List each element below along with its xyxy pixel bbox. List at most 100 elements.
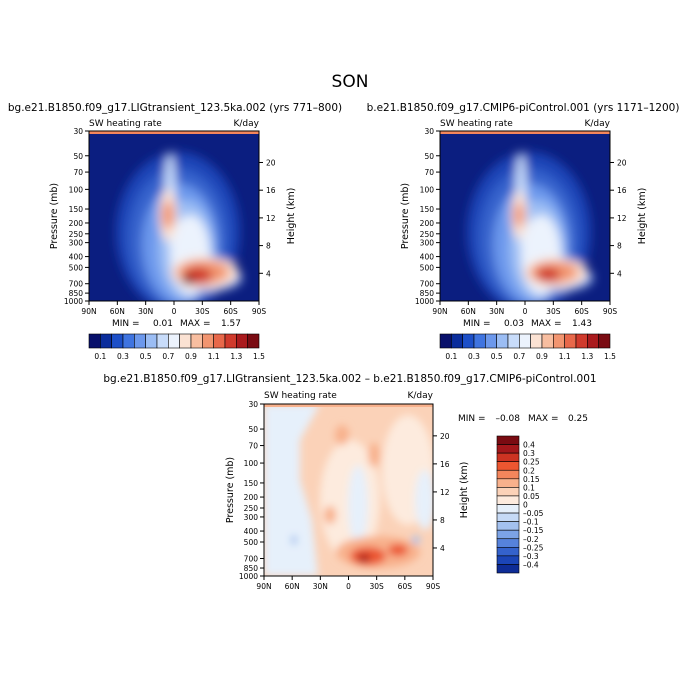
panel-lig-colorbar: 0.1 0.3 0.5 0.7 0.9 1.1 1.3 1.5	[88, 333, 265, 361]
colorbar-swatch	[462, 333, 475, 349]
x-tick-label: 60N	[285, 582, 300, 591]
colorbar-label: 0.5	[140, 352, 152, 361]
y2-tick-label: 4	[266, 269, 271, 278]
colorbar-swatch	[496, 495, 520, 505]
y-tick-label: 300	[69, 239, 84, 248]
y-tick-label: 500	[420, 263, 435, 272]
colorbar-swatch	[134, 333, 146, 349]
panel-lig-right-label: K/day	[234, 119, 260, 129]
colorbar-label: –0.05	[523, 509, 544, 518]
panel-pi-colorbar: 0.1 0.3 0.5 0.7 0.9 1.1 1.3 1.5	[439, 333, 616, 361]
x-tick-label: 90S	[426, 582, 441, 591]
panel-diff-y2label: Height (km)	[459, 462, 470, 519]
colorbar-swatch	[439, 333, 452, 349]
colorbar-swatch	[145, 333, 158, 349]
y2-tick-label: 12	[617, 214, 627, 223]
colorbar-swatch	[507, 333, 520, 349]
panel-diff: bg.e21.B1850.f09_g17.LIGtransient_123.5k…	[103, 373, 596, 591]
panel-pi-xaxis: 90N 60N 30N 0 30S 60S 90S	[432, 301, 617, 316]
panel-pi-left-label: SW heating rate	[440, 119, 513, 129]
colorbar-label: 0.9	[185, 352, 197, 361]
colorbar-label: 0.7	[162, 352, 174, 361]
y2-tick-label: 12	[266, 214, 276, 223]
y-tick-label: 200	[69, 219, 84, 228]
colorbar-swatch	[496, 538, 520, 548]
colorbar-swatch	[496, 487, 520, 497]
colorbar-label: 1.5	[604, 352, 616, 361]
colorbar-label: –0.15	[523, 526, 544, 535]
x-tick-label: 0	[172, 307, 177, 316]
colorbar-swatch	[496, 529, 520, 540]
panel-lig-y2axis: 20 16 12 8 4	[259, 158, 276, 278]
x-tick-label: 30S	[546, 307, 561, 316]
y-tick-label: 70	[424, 168, 434, 177]
y-tick-label: 30	[248, 400, 258, 409]
colorbar-swatch	[179, 333, 192, 349]
colorbar-swatch	[247, 333, 260, 349]
x-tick-label: 90N	[81, 307, 96, 316]
panel-lig-left-label: SW heating rate	[89, 119, 162, 129]
panel-lig: bg.e21.B1850.f09_g17.LIGtransient_123.5k…	[8, 102, 342, 361]
colorbar-swatch	[496, 444, 520, 454]
panel-lig-field	[89, 131, 259, 301]
panel-pi-field	[440, 131, 610, 301]
panel-diff-title: bg.e21.B1850.f09_g17.LIGtransient_123.5k…	[103, 373, 596, 385]
colorbar-swatch	[473, 333, 486, 349]
y-tick-label: 400	[244, 527, 259, 536]
y-tick-label: 50	[73, 152, 83, 161]
y-tick-label: 500	[69, 263, 84, 272]
x-tick-label: 60S	[575, 307, 590, 316]
y2-tick-label: 16	[440, 460, 450, 469]
panel-lig-min-label: MIN =	[112, 319, 140, 329]
y2-tick-label: 8	[440, 516, 445, 525]
y2-tick-label: 16	[266, 186, 276, 195]
y-tick-label: 250	[69, 230, 84, 239]
panel-pi-y2axis: 20 16 12 8 4	[610, 158, 627, 278]
colorbar-swatch	[496, 478, 520, 488]
y2-tick-label: 20	[266, 158, 276, 167]
colorbar-label: 0.3	[523, 449, 535, 458]
colorbar-swatch	[587, 333, 599, 349]
y-tick-label: 150	[420, 205, 435, 214]
colorbar-swatch	[485, 333, 497, 349]
panel-diff-right-label: K/day	[408, 391, 434, 401]
colorbar-swatch	[553, 333, 565, 349]
panel-pi-max-value: 1.43	[572, 319, 592, 329]
y2-tick-label: 4	[440, 544, 445, 553]
panel-diff-max-value: 0.25	[568, 414, 588, 424]
colorbar-label: 0.4	[523, 441, 535, 450]
panel-diff-colorbar: 0.40.30.250.20.150.10.050–0.05–0.1–0.15–…	[496, 435, 544, 574]
colorbar-label: 0.2	[523, 466, 535, 475]
y2-tick-label: 12	[440, 488, 450, 497]
x-tick-label: 90S	[252, 307, 267, 316]
x-tick-label: 30N	[138, 307, 153, 316]
colorbar-swatch	[496, 564, 520, 574]
panel-diff-min-value: –0.08	[495, 414, 520, 424]
colorbar-label: –0.2	[523, 535, 539, 544]
colorbar-swatch	[88, 333, 101, 349]
x-tick-label: 30N	[313, 582, 328, 591]
y-tick-label: 150	[244, 479, 259, 488]
y-tick-label: 250	[420, 230, 435, 239]
colorbar-swatch	[496, 512, 520, 522]
colorbar-label: 1.5	[253, 352, 265, 361]
panel-diff-min-label: MIN =	[458, 414, 486, 424]
x-tick-label: 30N	[489, 307, 504, 316]
y-tick-label: 850	[420, 289, 435, 298]
colorbar-label: –0.4	[523, 560, 539, 569]
panel-diff-y2axis: 20 16 12 8 4	[433, 432, 450, 553]
panel-lig-min-value: 0.01	[153, 319, 173, 329]
panel-lig-title: bg.e21.B1850.f09_g17.LIGtransient_123.5k…	[8, 102, 342, 114]
colorbar-swatch	[190, 333, 203, 349]
colorbar-swatch	[224, 333, 237, 349]
colorbar-swatch	[451, 333, 463, 349]
y-tick-label: 1000	[415, 297, 434, 306]
y-tick-label: 1000	[64, 297, 83, 306]
colorbar-swatch	[496, 469, 520, 480]
colorbar-label: 0.9	[536, 352, 548, 361]
panel-pi: b.e21.B1850.f09_g17.CMIP6-piControl.001 …	[367, 102, 680, 361]
y-tick-label: 100	[420, 185, 435, 194]
colorbar-swatch	[236, 333, 248, 349]
